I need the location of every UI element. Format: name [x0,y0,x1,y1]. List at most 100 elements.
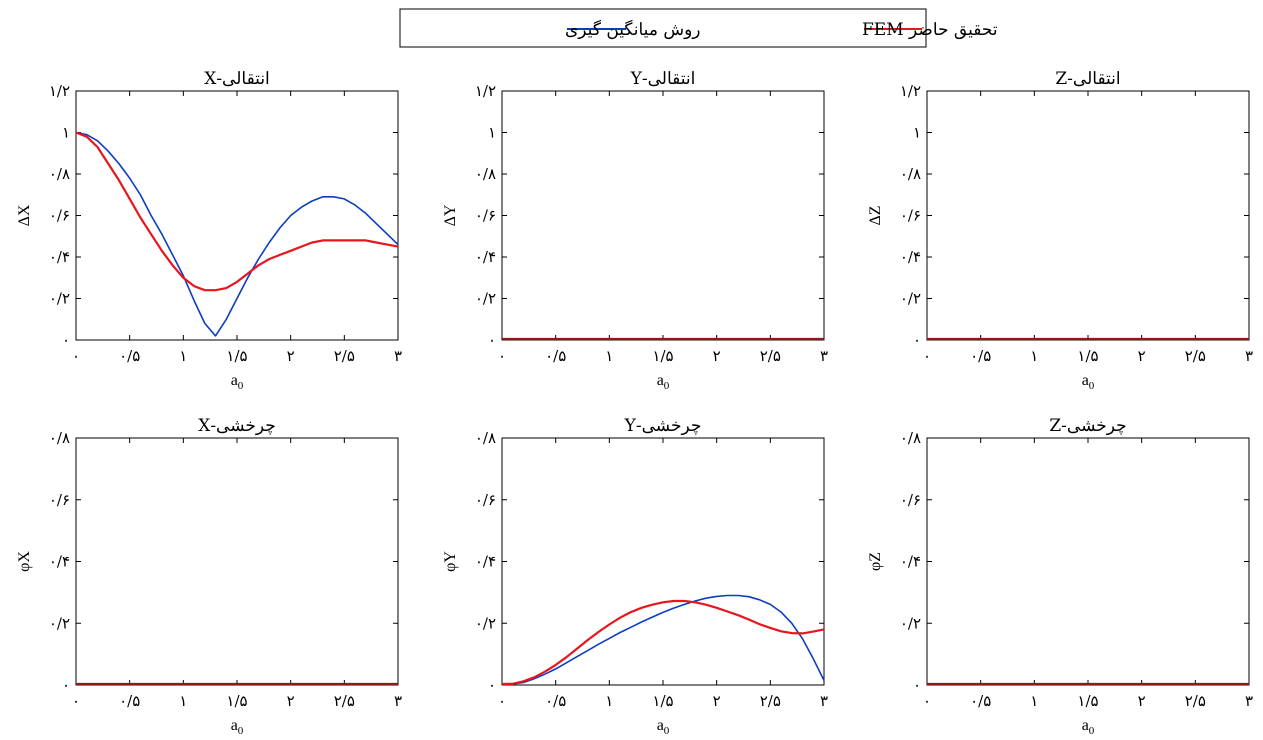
y-tick-label: ۰/۶ [475,491,496,509]
x-tick-label: ۳ [394,692,402,710]
x-tick-label: ۰/۵ [545,692,566,710]
y-tick-label: ۰ [488,331,496,349]
y-tick-label: ۰ [488,676,496,694]
chart-panel-1: ۰ ۰/۵ ۱ ۱/۵ ۲ ۲/۵ ۳ ۰ ۰/۲ ۰/۴ ۰/۶ ۰/۸ ۱ ۱/۲ انتقالی-X a… [16,69,402,392]
chart-panel-6: ۰ ۰/۵ ۱ ۱/۵ ۲ ۲/۵ ۳ ۰ ۰/۲ ۰/۴ ۰/۶ ۰/۸ چرخشی-Z a0 φZ [867,416,1253,737]
y-tick-label: ۰/۶ [475,207,496,225]
chart-panel-3: ۰ ۰/۵ ۱ ۱/۵ ۲ ۲/۵ ۳ ۰ ۰/۲ ۰/۴ ۰/۶ ۰/۸ ۱ ۱/۲ انتقالی-Z a… [867,69,1253,392]
legend: روش میانگین گیری تحقیق حاضر FEM [399,8,998,48]
legend-label-fem: تحقیق حاضر FEM [862,20,998,40]
y-tick-label: ۱ [62,124,70,142]
x-axis-label: a0 [657,372,670,392]
y-axis-label: ΔZ [867,205,884,225]
x-axis-label: a0 [1082,717,1095,737]
y-tick-label: ۱/۲ [49,82,70,100]
x-axis-label: a0 [231,372,244,392]
x-tick-label: ۱ [605,347,613,365]
y-tick-label: ۰/۸ [475,165,496,183]
y-tick-label: ۰/۶ [900,491,921,509]
plot-area [926,437,1250,686]
x-tick-label: ۲/۵ [760,692,781,710]
panel-title: انتقالی-X [204,69,270,89]
plot-area [501,437,825,686]
y-tick-label: ۰/۸ [900,165,921,183]
x-tick-label: ۰/۵ [119,347,140,365]
series-line-averaging [75,131,399,337]
x-tick-label: ۳ [820,692,828,710]
y-tick-label: ۰/۲ [900,614,921,632]
plot-area [75,437,399,686]
y-tick-label: ۰/۶ [49,207,70,225]
y-tick-label: ۰/۸ [49,429,70,447]
y-tick-label: ۰/۴ [475,553,496,571]
x-tick-label: ۱/۵ [1077,692,1098,710]
x-axis-label: a0 [657,717,670,737]
x-tick-label: ۲/۵ [334,692,355,710]
plot-area [501,90,825,341]
y-tick-label: ۱ [913,124,921,142]
x-tick-label: ۲ [713,692,721,710]
y-tick-label: ۰/۲ [49,614,70,632]
y-tick-label: ۰/۲ [475,290,496,308]
y-tick-label: ۰/۴ [900,248,921,266]
chart-panel-5: ۰ ۰/۵ ۱ ۱/۵ ۲ ۲/۵ ۳ ۰ ۰/۲ ۰/۴ ۰/۶ ۰/۸ چرخشی-Y a0 φY [442,416,828,737]
x-tick-label: ۳ [394,347,402,365]
x-tick-label: ۱/۵ [652,347,673,365]
x-tick-label: ۰ [72,692,80,710]
y-tick-label: ۰/۴ [900,553,921,571]
x-tick-label: ۰ [72,347,80,365]
x-tick-label: ۱ [605,692,613,710]
y-tick-label: ۰/۸ [475,429,496,447]
y-tick-label: ۰/۲ [900,290,921,308]
y-tick-label: ۰ [913,331,921,349]
chart-panel-2: ۰ ۰/۵ ۱ ۱/۵ ۲ ۲/۵ ۳ ۰ ۰/۲ ۰/۴ ۰/۶ ۰/۸ ۱ ۱/۲ انتقالی-Y a… [442,69,828,392]
x-tick-label: ۰ [923,347,931,365]
y-axis-label: φY [442,551,459,572]
x-tick-label: ۱/۵ [226,692,247,710]
x-tick-label: ۳ [1245,692,1253,710]
y-tick-label: ۰/۴ [49,248,70,266]
y-tick-label: ۱ [488,124,496,142]
x-tick-label: ۱ [179,347,187,365]
x-tick-label: ۰/۵ [970,347,991,365]
x-tick-label: ۰/۵ [545,347,566,365]
x-axis-label: a0 [231,717,244,737]
plot-area [75,90,399,341]
y-tick-label: ۰/۴ [475,248,496,266]
x-tick-label: ۰/۵ [970,692,991,710]
x-tick-label: ۱/۵ [652,692,673,710]
x-tick-label: ۲ [713,347,721,365]
x-tick-label: ۲/۵ [1185,347,1206,365]
legend-box [399,8,927,48]
panel-title: انتقالی-Z [1055,69,1120,89]
x-tick-label: ۲ [287,692,295,710]
x-tick-label: ۲/۵ [334,347,355,365]
plot-area [926,90,1250,341]
x-tick-label: ۲/۵ [760,347,781,365]
x-tick-label: ۱ [1030,692,1038,710]
y-axis-label: φX [16,551,33,572]
y-tick-label: ۱/۲ [900,82,921,100]
y-tick-label: ۰/۴ [49,553,70,571]
x-tick-label: ۳ [820,347,828,365]
y-tick-label: ۰/۲ [49,290,70,308]
x-tick-label: ۱ [179,692,187,710]
x-tick-label: ۳ [1245,347,1253,365]
panel-title: انتقالی-Y [630,69,696,89]
x-tick-label: ۲/۵ [1185,692,1206,710]
x-axis-label: a0 [1082,372,1095,392]
y-tick-label: ۰/۸ [49,165,70,183]
y-tick-label: ۱/۲ [475,82,496,100]
x-tick-label: ۰ [923,692,931,710]
y-tick-label: ۰/۸ [900,429,921,447]
x-tick-label: ۲ [1138,347,1146,365]
panel-title: چرخشی-X [198,416,276,436]
legend-label-averaging: روش میانگین گیری [565,19,701,40]
series-line-averaging [502,594,825,685]
y-tick-label: ۰ [62,331,70,349]
y-axis-label: φZ [867,552,884,571]
series-line-fem [75,131,399,292]
panels: ۰ ۰/۵ ۱ ۱/۵ ۲ ۲/۵ ۳ ۰ ۰/۲ ۰/۴ ۰/۶ ۰/۸ ۱ ۱/۲ انتقالی-X a… [16,69,1253,737]
chart-panel-4: ۰ ۰/۵ ۱ ۱/۵ ۲ ۲/۵ ۳ ۰ ۰/۲ ۰/۴ ۰/۶ ۰/۸ چرخشی-X a0 φX [16,416,402,737]
